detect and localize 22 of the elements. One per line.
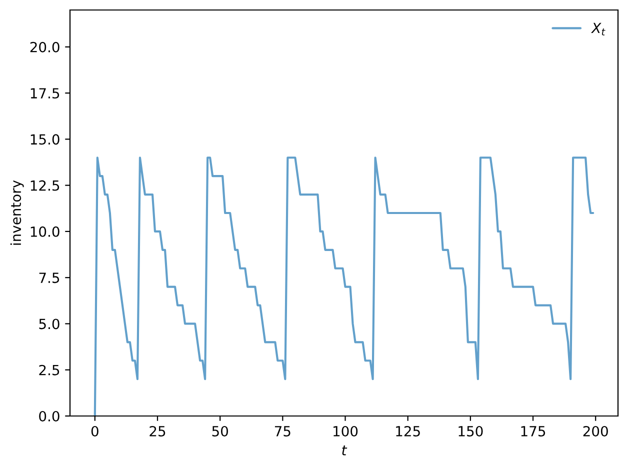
y-tick-label: 17.5 xyxy=(30,88,60,99)
y-tick-label: 20.0 xyxy=(30,42,60,52)
x-tick-label: 75 xyxy=(274,426,290,436)
line-series xyxy=(94,156,594,416)
legend-label: X$_{t}$ xyxy=(591,22,606,36)
x-tick-label: 0 xyxy=(91,426,98,436)
x-tick-label: 100 xyxy=(334,426,358,436)
y-tick-label: 0.0 xyxy=(39,410,60,422)
y-tick-label: 12.5 xyxy=(30,180,60,191)
x-tick-label: 125 xyxy=(396,426,420,436)
y-tick-label: 7.5 xyxy=(39,272,60,284)
x-axis-title: t xyxy=(342,446,348,456)
y-tick-label: 10.0 xyxy=(30,226,60,237)
x-tick-label: 175 xyxy=(521,426,546,436)
y-tick-label: 5.0 xyxy=(39,318,60,330)
x-tick-label: 25 xyxy=(150,426,166,436)
x-tick-label: 200 xyxy=(583,426,608,436)
y-tick-label: 15.0 xyxy=(30,134,60,145)
x-tick-label: 150 xyxy=(458,426,483,436)
x-tick-label: 50 xyxy=(212,426,228,436)
y-tick-label: 2.5 xyxy=(39,364,60,376)
y-axis-title: inventory xyxy=(10,180,24,245)
